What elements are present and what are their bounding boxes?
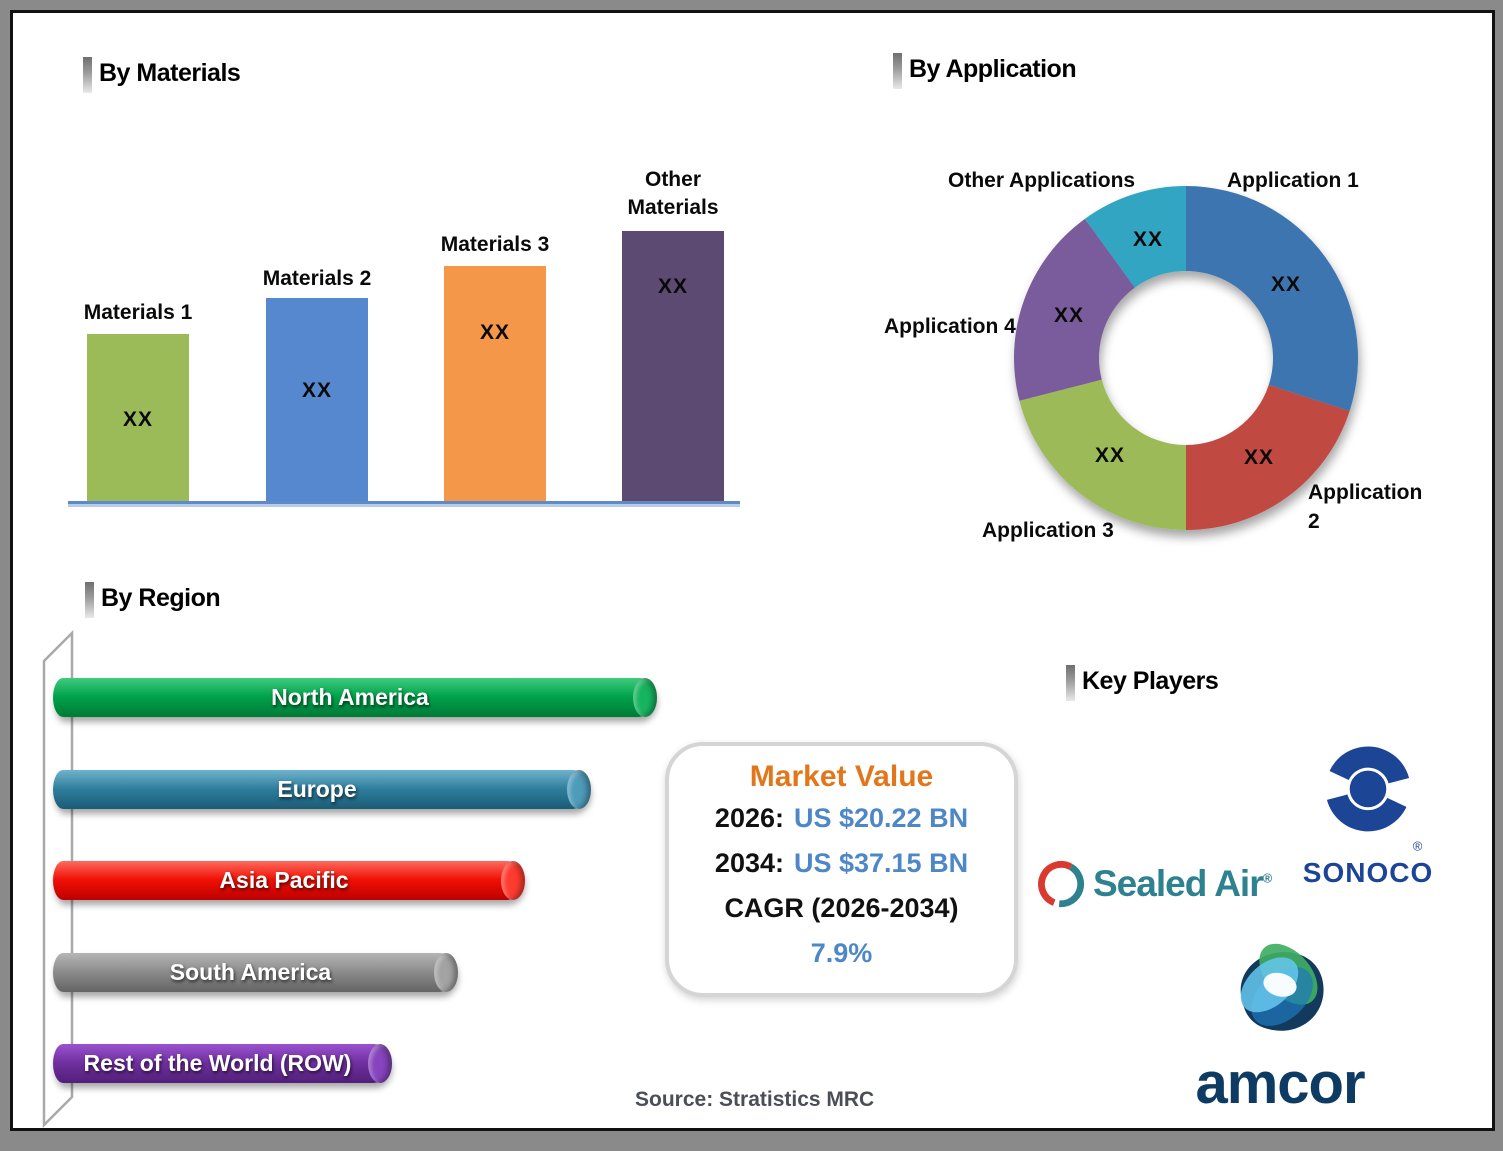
bar-category-label: Materials 2: [262, 267, 372, 290]
application-donut-chart: [1014, 186, 1358, 530]
section-title-materials: By Materials: [99, 59, 241, 87]
region-bar-rest-of-world: Rest of the World (ROW): [53, 1044, 392, 1083]
donut-segment-label: Other Applications: [948, 169, 1136, 192]
region-bar-asia-pacific: Asia Pacific: [53, 861, 525, 900]
market-value-amount: US $20.22 BN: [793, 803, 969, 833]
donut-segment-3: [1019, 379, 1186, 530]
market-value-row-2026: 2026: US $20.22 BN: [715, 796, 968, 841]
registered-mark: ®: [1413, 838, 1423, 853]
bar-category-label: Materials 1: [83, 301, 193, 324]
region-bar-north-america: North America: [53, 678, 657, 717]
bar-data-label: XX: [122, 408, 153, 431]
logo-amcor: amcor: [1170, 930, 1390, 1116]
market-value-year-label: 2034:: [714, 848, 784, 878]
donut-segment-5: [1084, 186, 1186, 288]
header-accent-bar: [893, 53, 902, 89]
bar-data-label: XX: [657, 275, 688, 298]
header-accent-bar: [83, 57, 92, 93]
bar-data-label: XX: [301, 379, 332, 402]
market-value-row-2034: 2034: US $37.15 BN: [715, 841, 968, 886]
donut-segment-2: [1186, 384, 1350, 530]
x-axis-line: [68, 501, 740, 504]
donut-segment-label: Application 2: [1308, 481, 1423, 534]
bar-materials-1: [87, 334, 189, 501]
section-title-key-players: Key Players: [1082, 667, 1219, 695]
sonoco-wordmark: SONOCO: [1302, 857, 1434, 888]
market-value-title: Market Value: [749, 760, 934, 793]
amcor-wordmark: amcor: [1195, 1051, 1365, 1116]
cagr-label: CAGR (2026-2034): [724, 893, 959, 923]
donut-segment-1: [1186, 186, 1358, 412]
sonoco-s-emblem-icon: ®: [1326, 746, 1423, 853]
section-title-application: By Application: [909, 55, 1077, 83]
bar-materials-2: [266, 298, 368, 501]
section-title-region: By Region: [101, 584, 221, 612]
logo-sealed-air: Sealed Air®: [1035, 858, 1273, 910]
bar-data-label: XX: [479, 321, 510, 344]
donut-segment-label: Application 1: [1227, 169, 1359, 192]
materials-bar-chart: Materials 1 Materials 2 Materials 3 Othe…: [0, 0, 760, 510]
bar-category-label: Other Materials: [627, 168, 719, 220]
donut-segment-4: [1014, 218, 1135, 401]
region-bar-south-america: South America: [53, 953, 458, 992]
section-header-materials: By Materials: [83, 57, 241, 93]
header-accent-bar: [85, 582, 94, 618]
bar-materials-3: [444, 266, 546, 501]
cagr-value: 7.9%: [810, 938, 873, 968]
donut-segment-label: Application 3: [982, 519, 1114, 542]
donut-segment-label: Application 4: [884, 315, 1016, 338]
region-bar-label: North America: [271, 684, 429, 710]
materials-plot-area: [0, 0, 760, 501]
region-3d-axis-wall: [42, 629, 74, 1129]
section-header-key-players: Key Players: [1066, 665, 1219, 701]
market-value-year-label: 2026:: [714, 803, 784, 833]
header-accent-bar: [1066, 665, 1075, 701]
registered-mark: ®: [1262, 870, 1273, 886]
sealed-air-wordmark: Sealed Air®: [1093, 863, 1273, 904]
logo-sonoco: ® SONOCO: [1288, 737, 1448, 889]
section-header-application: By Application: [893, 53, 1077, 89]
region-bar-label: Rest of the World (ROW): [83, 1050, 352, 1076]
bar-category-label: Materials 3: [440, 233, 550, 256]
sealed-air-ring-icon: [1038, 861, 1085, 908]
section-header-region: By Region: [85, 582, 221, 618]
region-bar-label: Asia Pacific: [219, 867, 349, 893]
market-value-amount: US $37.15 BN: [793, 848, 969, 878]
region-bar-label: South America: [169, 959, 332, 985]
region-bar-label: Europe: [277, 776, 357, 802]
amcor-pebble-icon: [1240, 943, 1324, 1031]
bar-other-materials: [622, 231, 724, 501]
region-bar-europe: Europe: [53, 770, 591, 809]
source-attribution: Source: Stratistics MRC: [635, 1088, 875, 1111]
market-value-box: Market Value 2026: US $20.22 BN 2034: US $…: [665, 742, 1018, 997]
